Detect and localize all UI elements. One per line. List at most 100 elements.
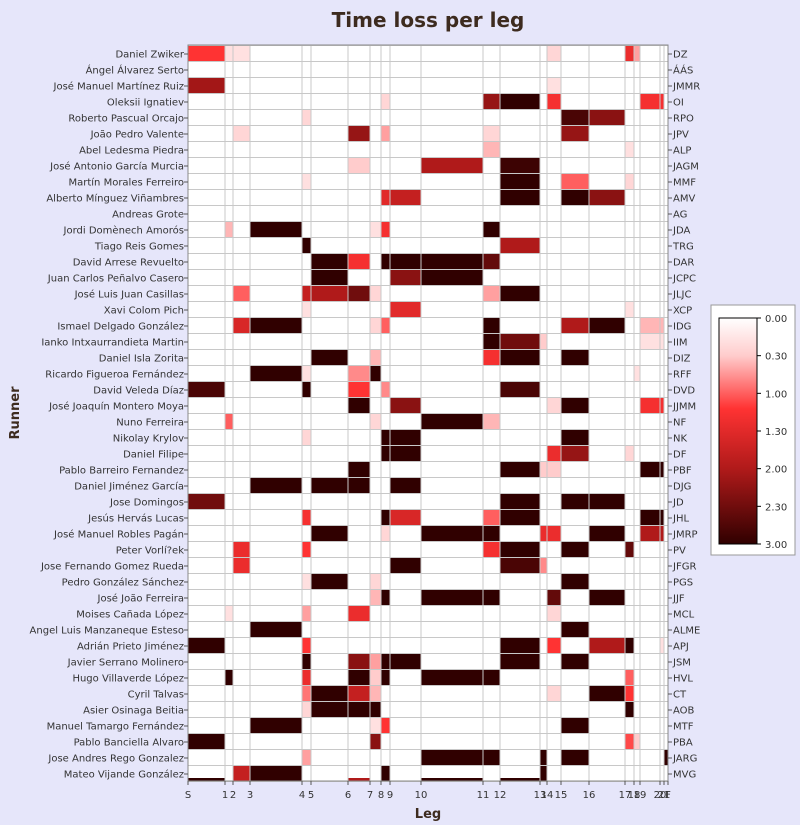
runner-name-label: José Manuel Martínez Ruiz — [53, 81, 185, 93]
heatmap-cell — [381, 446, 421, 462]
runner-name-label: Pablo Barreiro Fernandez — [59, 466, 184, 477]
heatmap-cell — [302, 174, 311, 190]
runner-abbr-label: JHL — [672, 514, 689, 525]
heatmap-cell — [250, 718, 302, 734]
runner-name-label: Ianko Intxaurrandieta Martin — [41, 338, 184, 349]
heatmap-cell — [381, 510, 390, 526]
heatmap-cell — [225, 414, 233, 430]
heatmap-cell — [390, 398, 421, 414]
x-tick-label: 11 — [477, 790, 490, 801]
heatmap-cell — [547, 446, 561, 462]
runner-abbr-label: DVD — [673, 386, 695, 397]
heatmap-cell — [500, 238, 540, 254]
heatmap-cell — [233, 126, 250, 142]
heatmap-cell — [589, 318, 625, 334]
x-tick-label: 20 — [654, 790, 667, 801]
heatmap-cell — [483, 542, 500, 558]
color-bar-tick-label: 2.00 — [765, 465, 787, 476]
runner-name-label: Alberto Mínguez Viñambres — [46, 193, 184, 205]
heatmap-cell — [561, 398, 589, 414]
runner-abbr-label: MVG — [673, 770, 696, 781]
heatmap-cell — [500, 494, 540, 510]
color-bar-tick-label: 0.00 — [765, 314, 787, 325]
runner-name-label: Juan Carlos Peñalvo Casero — [47, 274, 184, 285]
x-tick-label: S — [185, 790, 191, 801]
heatmap-cell — [561, 622, 589, 638]
heatmap-cell — [625, 734, 634, 750]
runner-name-label: Hugo Villaverde López — [72, 673, 184, 685]
heatmap-cell — [390, 510, 421, 526]
runner-name-label: José Luis Juan Casillas — [74, 289, 184, 301]
runner-name-label: Jesús Hervás Lucas — [87, 513, 184, 525]
heatmap-cell — [302, 382, 311, 398]
runner-name-label: David Veleda Díaz — [93, 385, 184, 397]
runner-abbr-label: AMV — [673, 194, 695, 205]
runner-name-label: Angel Luis Manzaneque Esteso — [30, 626, 184, 637]
heatmap-cell — [547, 46, 561, 62]
heatmap-cell — [188, 382, 225, 398]
heatmap-cell — [370, 318, 381, 334]
heatmap-cell — [634, 46, 640, 62]
heatmap-cell — [500, 462, 540, 478]
x-tick-label: 18 — [628, 790, 641, 801]
heatmap-cell — [589, 638, 625, 654]
runner-name-label: Javier Serrano Molinero — [67, 658, 184, 669]
heatmap-cell — [390, 302, 421, 318]
heatmap-cell — [188, 778, 225, 781]
runner-name-label: Martín Morales Ferreiro — [68, 177, 184, 189]
heatmap-cell — [370, 574, 381, 590]
runner-abbr-label: JLJC — [672, 290, 691, 301]
heatmap-cell — [348, 654, 370, 670]
runner-name-label: Mateo Vijande González — [64, 769, 184, 781]
heatmap-cell — [250, 478, 302, 494]
runner-name-label: Andreas Grote — [112, 210, 184, 221]
runner-abbr-label: JD — [672, 498, 684, 509]
heatmap-cell — [381, 670, 390, 686]
heatmap-cell — [660, 638, 664, 654]
heatmap-cell — [370, 414, 381, 430]
heatmap-cell — [381, 382, 390, 398]
heatmap-cell — [311, 526, 348, 542]
heatmap-cell — [311, 478, 370, 494]
heatmap-cell — [302, 750, 311, 766]
runner-abbr-label: IDG — [673, 322, 691, 333]
heatmap-cell — [625, 670, 634, 686]
heatmap-cell — [250, 318, 302, 334]
runner-abbr-label: MCL — [673, 610, 695, 621]
heatmap-cell — [348, 366, 370, 382]
x-tick-label: 4 — [299, 790, 305, 801]
heatmap-cell — [561, 350, 589, 366]
heatmap-cell — [348, 158, 370, 174]
color-bar-tick-label: 1.00 — [765, 389, 787, 400]
runner-name-label: Asier Osinaga Beitia — [83, 706, 184, 717]
runner-name-label: Pablo Banciella Alvaro — [74, 738, 184, 749]
heatmap-cell — [381, 766, 390, 782]
heatmap-cell — [370, 350, 381, 366]
heatmap-cell — [500, 510, 540, 526]
heatmap-cell — [547, 78, 561, 94]
chart-title: Time loss per leg — [332, 8, 525, 32]
heatmap-cell — [500, 654, 540, 670]
heatmap-cell — [640, 462, 664, 478]
runner-abbr-label: JJF — [672, 594, 685, 605]
runner-abbr-label: OI — [673, 98, 684, 109]
heatmap-cell — [561, 446, 589, 462]
plot-border — [187, 44, 669, 782]
runner-names: Daniel Zwiker Ángel Álvarez Serto José Man… — [30, 50, 188, 781]
grid-lines — [187, 44, 669, 782]
x-tick-label: 21 — [658, 790, 671, 801]
color-bar-tick-label: 1.30 — [765, 427, 787, 438]
heatmap-cell — [370, 686, 381, 702]
heatmap-cell — [483, 414, 500, 430]
runner-abbr-label: JFGR — [672, 562, 696, 573]
runner-abbr-label: JMMR — [672, 82, 700, 93]
runner-abbr-label: MTF — [673, 722, 694, 733]
runner-name-label: Adrián Prieto Jiménez — [77, 641, 184, 653]
heatmap-cell — [225, 670, 233, 686]
runner-name-label: Peter Vorlí?ek — [116, 545, 185, 557]
runner-name-label: Xavi Colom Pich — [104, 306, 184, 317]
heatmap-cell — [547, 94, 561, 110]
heatmap-cell — [640, 94, 664, 110]
heatmap-cell — [188, 78, 225, 94]
